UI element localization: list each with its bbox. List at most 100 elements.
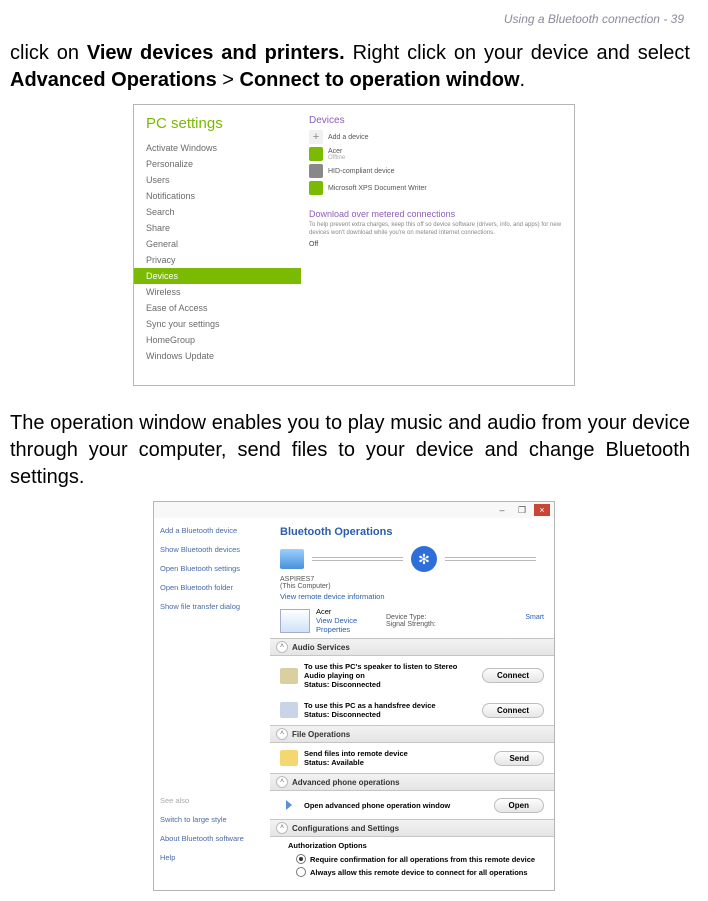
connect-button[interactable]: Connect: [482, 668, 544, 683]
pc-settings-screenshot: PC settings Activate WindowsPersonalizeU…: [133, 104, 575, 386]
close-button[interactable]: ×: [534, 504, 550, 516]
sidebar-item[interactable]: Ease of Access: [146, 300, 301, 316]
folder-icon: [280, 750, 298, 766]
advanced-phone-service: Open advanced phone operation window Ope…: [270, 791, 554, 819]
devices-heading: Devices: [309, 115, 566, 126]
printer-icon: [309, 181, 323, 195]
text: .: [520, 69, 526, 91]
speaker-icon: [280, 668, 298, 684]
section-label: Configurations and Settings: [292, 824, 399, 833]
sidebar-item[interactable]: Devices: [134, 268, 301, 284]
text: click on: [10, 42, 87, 64]
sidebar-link[interactable]: About Bluetooth software: [160, 834, 264, 843]
bluetooth-operations-screenshot: – ❐ × Add a Bluetooth device Show Bluetoo…: [153, 501, 555, 891]
metered-toggle[interactable]: Off: [309, 241, 566, 248]
metered-heading: Download over metered connections: [309, 209, 566, 219]
remote-device-name: Acer: [316, 607, 376, 616]
connect-button[interactable]: Connect: [482, 703, 544, 718]
pc-settings-content: Devices + Add a device Acer Offline HID-…: [301, 105, 574, 385]
phone-icon: [309, 147, 323, 161]
text: >: [217, 69, 240, 91]
text: Right click on your device and select: [345, 42, 690, 64]
bold-connect-window: Connect to operation window: [240, 69, 520, 91]
bluetooth-icon: ✻: [411, 546, 437, 572]
service-status: Status: Available: [304, 758, 488, 767]
radio-require-confirmation[interactable]: Require confirmation for all operations …: [296, 854, 544, 864]
send-button[interactable]: Send: [494, 751, 544, 766]
device-status: Offline: [328, 155, 345, 161]
maximize-button[interactable]: ❐: [514, 504, 530, 516]
sidebar-item[interactable]: Privacy: [146, 252, 301, 268]
open-button[interactable]: Open: [494, 798, 544, 813]
bluetooth-sidebar: Add a Bluetooth device Show Bluetooth dev…: [154, 518, 270, 890]
bluetooth-main: Bluetooth Operations ✻ ASPIRES7 (This Co…: [270, 518, 554, 890]
instruction-paragraph-1: click on View devices and printers. Righ…: [0, 26, 708, 98]
device-row-acer[interactable]: Acer Offline: [309, 147, 566, 161]
handsfree-icon: [280, 702, 298, 718]
view-device-properties-link[interactable]: View Device Properties: [316, 616, 376, 634]
device-name: Microsoft XPS Document Writer: [328, 185, 427, 192]
device-name: Acer: [328, 148, 345, 155]
authorization-options: Authorization Options Require confirmati…: [270, 837, 554, 890]
sidebar-item[interactable]: General: [146, 236, 301, 252]
chevron-up-icon: ˄: [276, 776, 288, 788]
window-titlebar: – ❐ ×: [154, 502, 554, 518]
sidebar-item[interactable]: Search: [146, 204, 301, 220]
handsfree-service: To use this PC as a handsfree device Sta…: [270, 695, 554, 725]
device-row-xps[interactable]: Microsoft XPS Document Writer: [309, 181, 566, 195]
audio-services-header[interactable]: ˄ Audio Services: [270, 638, 554, 656]
service-desc: To use this PC as a handsfree device: [304, 701, 476, 710]
sidebar-item[interactable]: Notifications: [146, 188, 301, 204]
device-type-value: Smart: [525, 614, 544, 621]
sidebar-link[interactable]: Help: [160, 853, 264, 862]
sidebar-item[interactable]: Activate Windows: [146, 140, 301, 156]
minimize-button[interactable]: –: [494, 504, 510, 516]
section-label: Audio Services: [292, 643, 350, 652]
sidebar-item[interactable]: Sync your settings: [146, 316, 301, 332]
arrow-icon: [280, 797, 298, 813]
pc-settings-title: PC settings: [146, 115, 301, 132]
see-also-label: See also: [160, 796, 264, 805]
configurations-header[interactable]: ˄ Configurations and Settings: [270, 819, 554, 837]
service-desc: Send files into remote device: [304, 749, 488, 758]
sidebar-link[interactable]: Show file transfer dialog: [160, 602, 264, 611]
sidebar-link[interactable]: Add a Bluetooth device: [160, 526, 264, 535]
radio-icon: [296, 854, 306, 864]
pc-settings-sidebar: PC settings Activate WindowsPersonalizeU…: [134, 105, 301, 385]
sidebar-item[interactable]: Wireless: [146, 284, 301, 300]
instruction-paragraph-2: The operation window enables you to play…: [0, 396, 708, 495]
bold-advanced-ops: Advanced Operations: [10, 69, 217, 91]
bold-view-devices: View devices and printers.: [87, 42, 345, 64]
sidebar-link[interactable]: Open Bluetooth settings: [160, 564, 264, 573]
sidebar-item[interactable]: Share: [146, 220, 301, 236]
sidebar-item[interactable]: HomeGroup: [146, 332, 301, 348]
advanced-phone-header[interactable]: ˄ Advanced phone operations: [270, 773, 554, 791]
service-status: Status: Disconnected: [304, 680, 476, 689]
chevron-up-icon: ˄: [276, 728, 288, 740]
sidebar-link[interactable]: Show Bluetooth devices: [160, 545, 264, 554]
radio-label: Require confirmation for all operations …: [310, 855, 535, 864]
sidebar-item[interactable]: Windows Update: [146, 348, 301, 364]
monitor-icon: [280, 609, 310, 633]
device-icon: [309, 164, 323, 178]
send-files-service: Send files into remote device Status: Av…: [270, 743, 554, 773]
page-header: Using a Bluetooth connection - 39: [0, 0, 708, 26]
stereo-audio-service: To use this PC's speaker to listen to St…: [270, 656, 554, 695]
file-operations-header[interactable]: ˄ File Operations: [270, 725, 554, 743]
device-row-hid[interactable]: HID-compliant device: [309, 164, 566, 178]
metered-desc: To help prevent extra charges, keep this…: [309, 222, 566, 238]
signal-strength-label: Signal Strength:: [386, 621, 436, 628]
sidebar-item[interactable]: Users: [146, 172, 301, 188]
radio-always-allow[interactable]: Always allow this remote device to conne…: [296, 867, 544, 877]
sidebar-link[interactable]: Open Bluetooth folder: [160, 583, 264, 592]
add-device-row[interactable]: + Add a device: [309, 130, 566, 144]
authorization-title: Authorization Options: [288, 841, 544, 850]
sidebar-link[interactable]: Switch to large style: [160, 815, 264, 824]
service-desc: Open advanced phone operation window: [304, 801, 488, 810]
sidebar-item[interactable]: Personalize: [146, 156, 301, 172]
view-remote-info-link[interactable]: View remote device information: [270, 590, 554, 603]
remote-device-row: Acer View Device Properties Device Type:…: [270, 603, 554, 638]
section-label: File Operations: [292, 730, 350, 739]
chevron-up-icon: ˄: [276, 641, 288, 653]
radio-icon: [296, 867, 306, 877]
